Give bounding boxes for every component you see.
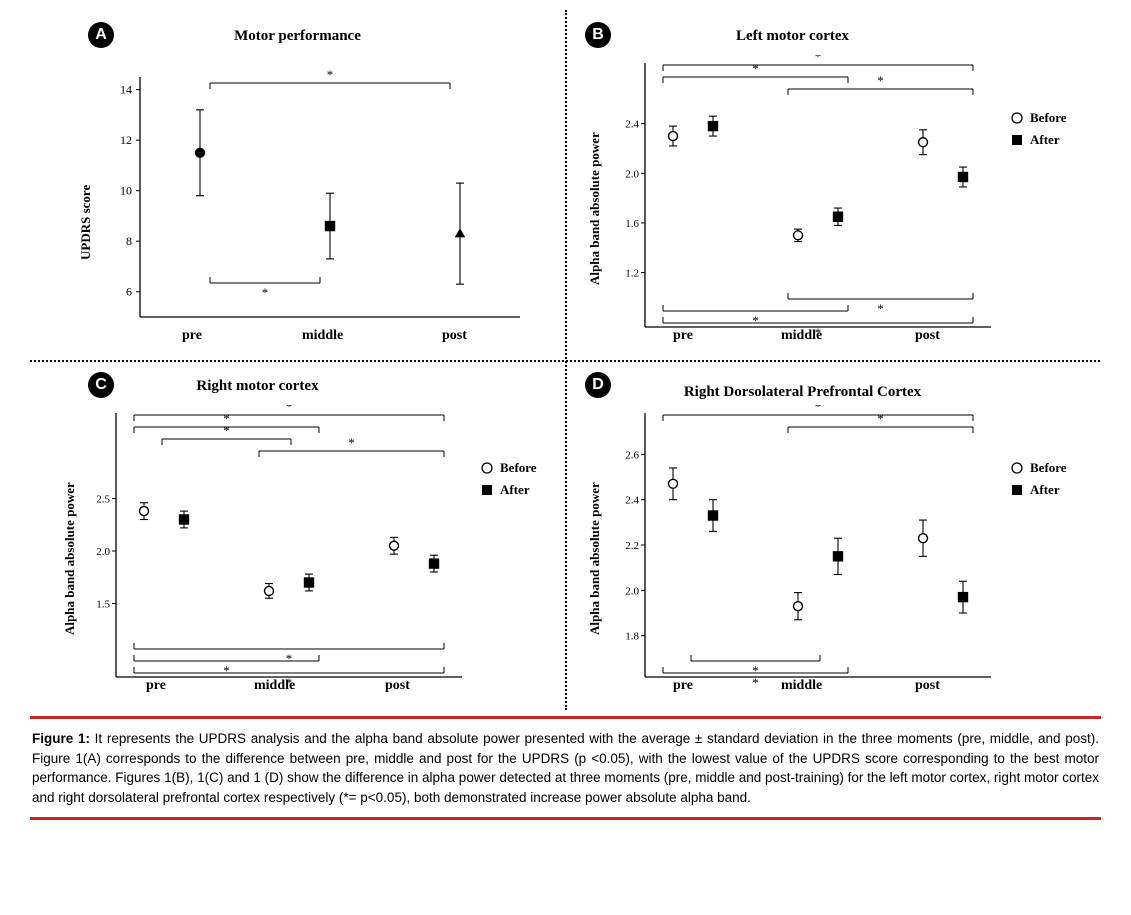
svg-text:*: * xyxy=(877,301,884,316)
figure-container: A Motor performance UPDRS score 68101214… xyxy=(0,0,1131,846)
legend-before-label: Before xyxy=(500,460,537,476)
svg-text:1.5: 1.5 xyxy=(96,599,110,611)
panel-b-title: Left motor cortex xyxy=(525,28,1060,45)
top-rule xyxy=(30,716,1101,719)
legend-before: Before xyxy=(1010,460,1067,476)
svg-text:*: * xyxy=(327,67,334,82)
legend-after: After xyxy=(480,482,537,498)
xlabel-pre: pre xyxy=(146,678,166,694)
panel-c-legend: Before After xyxy=(480,460,537,504)
svg-text:6: 6 xyxy=(126,285,132,299)
svg-text:2.5: 2.5 xyxy=(96,494,110,506)
caption-lead: Figure 1: xyxy=(32,731,90,746)
caption-body: It represents the UPDRS analysis and the… xyxy=(32,731,1099,805)
svg-text:14: 14 xyxy=(120,83,132,97)
xlabel-middle: middle xyxy=(302,328,343,344)
legend-before: Before xyxy=(1010,110,1067,126)
svg-text:*: * xyxy=(286,651,293,666)
legend-before-label: Before xyxy=(1030,110,1067,126)
svg-text:*: * xyxy=(262,285,269,300)
panel-b-ylabel: Alpha band absolute power xyxy=(587,132,603,285)
panel-c: C Right motor cortex Alpha band absolute… xyxy=(30,360,565,710)
svg-text:*: * xyxy=(815,405,822,414)
svg-text:2.4: 2.4 xyxy=(625,119,639,131)
svg-text:*: * xyxy=(752,313,759,328)
svg-text:*: * xyxy=(877,73,884,88)
panel-grid: A Motor performance UPDRS score 68101214… xyxy=(30,10,1101,710)
panel-a: A Motor performance UPDRS score 68101214… xyxy=(30,10,565,360)
svg-text:2.2: 2.2 xyxy=(625,540,639,552)
panel-b: B Left motor cortex Alpha band absolute … xyxy=(565,10,1100,360)
panel-d-legend: Before After xyxy=(1010,460,1067,504)
svg-text:*: * xyxy=(286,405,293,414)
svg-text:*: * xyxy=(348,435,355,450)
panel-a-ylabel: UPDRS score xyxy=(78,185,94,260)
svg-text:12: 12 xyxy=(120,133,132,147)
legend-after: After xyxy=(1010,132,1067,148)
xlabel-middle: middle xyxy=(781,678,822,694)
panel-a-title: Motor performance xyxy=(30,28,565,45)
xlabel-post: post xyxy=(385,678,410,694)
panel-c-ylabel: Alpha band absolute power xyxy=(62,482,78,635)
svg-text:*: * xyxy=(815,55,822,64)
xlabel-pre: pre xyxy=(673,328,693,344)
svg-text:1.6: 1.6 xyxy=(625,218,639,230)
svg-text:2.4: 2.4 xyxy=(625,495,639,507)
legend-after-label: After xyxy=(500,482,530,498)
svg-text:*: * xyxy=(752,61,759,76)
panel-d-ylabel: Alpha band absolute power xyxy=(587,482,603,635)
xlabel-post: post xyxy=(915,328,940,344)
panel-d-plot: 1.82.02.22.42.6**** xyxy=(617,405,997,685)
xlabel-middle: middle xyxy=(254,678,295,694)
figure-caption: Figure 1: It represents the UPDRS analys… xyxy=(30,725,1101,811)
xlabel-pre: pre xyxy=(673,678,693,694)
xlabel-post: post xyxy=(442,328,467,344)
svg-text:2.0: 2.0 xyxy=(625,168,639,180)
svg-text:8: 8 xyxy=(126,234,132,248)
panel-a-plot: 6 8 10 12 14 * * xyxy=(110,55,530,335)
bottom-rule xyxy=(30,817,1101,820)
svg-text:2.0: 2.0 xyxy=(625,585,639,597)
svg-text:10: 10 xyxy=(120,184,132,198)
panel-d-title: Right Dorsolateral Prefrontal Cortex xyxy=(535,384,1070,401)
svg-text:1.2: 1.2 xyxy=(625,268,639,280)
svg-text:1.8: 1.8 xyxy=(625,631,639,643)
xlabel-middle: middle xyxy=(781,328,822,344)
legend-before: Before xyxy=(480,460,537,476)
panel-c-plot: 1.52.02.5******* xyxy=(88,405,468,685)
svg-text:*: * xyxy=(223,663,230,678)
svg-text:*: * xyxy=(877,411,884,426)
svg-text:2.6: 2.6 xyxy=(625,449,639,461)
xlabel-post: post xyxy=(915,678,940,694)
legend-before-label: Before xyxy=(1030,460,1067,476)
legend-after-label: After xyxy=(1030,482,1060,498)
xlabel-pre: pre xyxy=(182,328,202,344)
svg-text:2.0: 2.0 xyxy=(96,546,110,558)
panel-c-title: Right motor cortex xyxy=(0,378,525,395)
panel-d: D Right Dorsolateral Prefrontal Cortex A… xyxy=(565,360,1100,710)
legend-after-label: After xyxy=(1030,132,1060,148)
panel-b-plot: 1.21.62.02.4****** xyxy=(617,55,997,335)
svg-text:*: * xyxy=(223,423,230,438)
svg-text:*: * xyxy=(752,675,759,685)
legend-after: After xyxy=(1010,482,1067,498)
panel-b-legend: Before After xyxy=(1010,110,1067,154)
